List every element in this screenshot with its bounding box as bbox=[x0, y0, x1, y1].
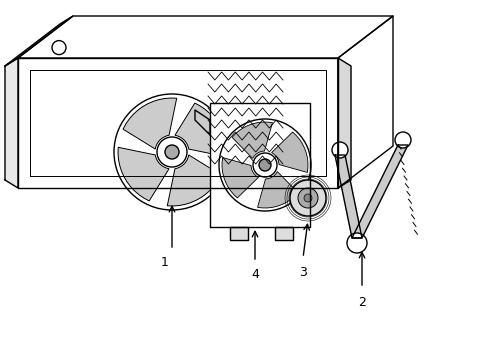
Polygon shape bbox=[338, 16, 393, 188]
Circle shape bbox=[219, 119, 311, 211]
Polygon shape bbox=[222, 158, 258, 198]
Polygon shape bbox=[167, 155, 221, 206]
Polygon shape bbox=[118, 147, 169, 201]
Polygon shape bbox=[18, 58, 338, 188]
Circle shape bbox=[52, 41, 66, 55]
Circle shape bbox=[298, 188, 318, 208]
Polygon shape bbox=[123, 98, 177, 149]
Text: 2: 2 bbox=[358, 297, 366, 310]
Polygon shape bbox=[335, 155, 362, 238]
Polygon shape bbox=[338, 58, 351, 188]
Circle shape bbox=[332, 142, 348, 158]
Polygon shape bbox=[258, 172, 298, 208]
Polygon shape bbox=[210, 103, 310, 227]
Text: 4: 4 bbox=[251, 267, 259, 280]
Circle shape bbox=[304, 194, 312, 202]
Circle shape bbox=[114, 94, 230, 210]
Circle shape bbox=[347, 233, 367, 253]
Polygon shape bbox=[271, 132, 308, 172]
Polygon shape bbox=[352, 145, 408, 238]
Circle shape bbox=[259, 159, 271, 171]
Polygon shape bbox=[5, 16, 73, 66]
Polygon shape bbox=[230, 227, 248, 240]
Circle shape bbox=[253, 153, 277, 177]
Polygon shape bbox=[5, 58, 18, 188]
Polygon shape bbox=[18, 16, 393, 58]
Text: 3: 3 bbox=[299, 266, 307, 279]
Circle shape bbox=[290, 180, 326, 216]
Polygon shape bbox=[175, 103, 226, 157]
Circle shape bbox=[157, 137, 187, 167]
Polygon shape bbox=[275, 227, 293, 240]
Polygon shape bbox=[195, 110, 210, 135]
Circle shape bbox=[395, 132, 411, 148]
Polygon shape bbox=[232, 122, 272, 158]
Circle shape bbox=[165, 145, 179, 159]
Text: 1: 1 bbox=[161, 256, 169, 269]
